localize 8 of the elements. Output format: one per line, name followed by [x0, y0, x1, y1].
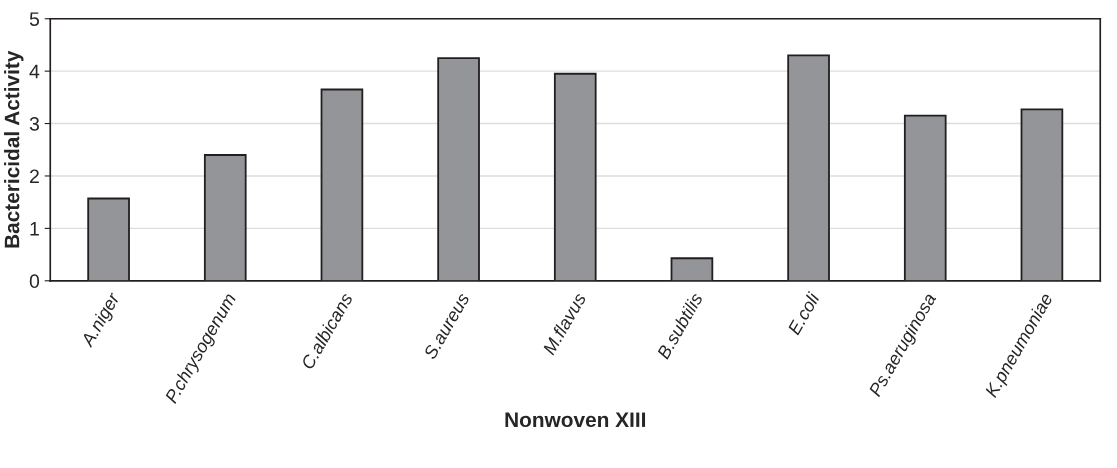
x-axis-title: Nonwoven XIII [505, 412, 646, 428]
y-axis-title: Bactericidal Activity [4, 50, 24, 248]
y-tick-label: 5 [29, 12, 40, 26]
y-tick-label: 0 [29, 274, 40, 289]
y-tick-label: 1 [30, 222, 39, 236]
y-tick-label: 4 [29, 64, 40, 79]
y-tick-label: 2 [30, 169, 39, 184]
y-tick-label: 3 [29, 117, 39, 131]
